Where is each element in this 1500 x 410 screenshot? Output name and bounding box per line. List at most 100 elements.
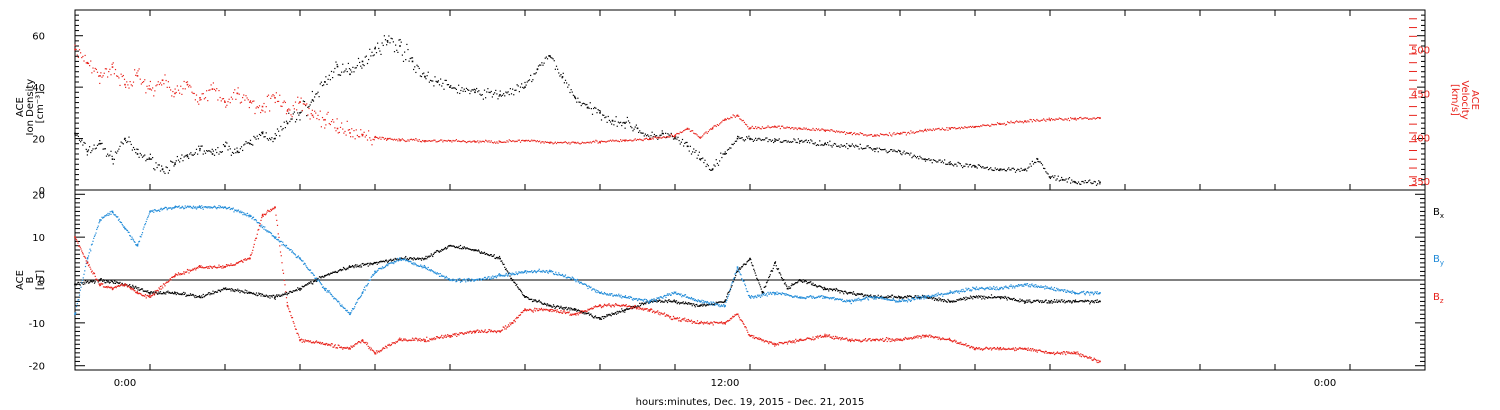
- density-point: [685, 141, 687, 144]
- bx-point: [360, 266, 363, 268]
- density-point: [280, 125, 282, 128]
- velocity-point: [1052, 119, 1054, 121]
- velocity-point: [1022, 122, 1024, 124]
- density-point: [926, 158, 928, 161]
- density-point: [246, 142, 248, 144]
- velocity-point: [783, 127, 785, 129]
- density-point: [1091, 183, 1093, 185]
- velocity-point: [347, 129, 349, 131]
- by-point: [893, 299, 895, 301]
- by-point: [821, 295, 823, 297]
- density-point: [824, 142, 826, 144]
- bx-point: [996, 296, 998, 299]
- by-point: [585, 283, 587, 285]
- by-point: [132, 239, 135, 241]
- bx-point: [718, 301, 720, 303]
- by-point: [493, 275, 495, 278]
- velocity-point: [1059, 117, 1062, 120]
- bx-point: [805, 280, 807, 283]
- by-point: [555, 273, 558, 275]
- by-point: [546, 271, 549, 273]
- velocity-point: [492, 142, 495, 144]
- bx-point: [1002, 296, 1004, 298]
- density-point: [404, 51, 406, 53]
- density-point: [134, 148, 136, 151]
- velocity-point: [784, 127, 786, 129]
- by-point: [815, 297, 817, 299]
- density-point: [427, 71, 429, 73]
- bx-point: [222, 287, 225, 289]
- density-point: [399, 45, 401, 47]
- bx-point: [918, 296, 920, 299]
- velocity-point: [395, 139, 397, 141]
- velocity-point: [410, 138, 412, 140]
- bx-point: [877, 294, 879, 296]
- bx-point: [823, 286, 825, 289]
- by-point: [814, 297, 816, 299]
- by-point: [475, 279, 477, 281]
- density-point: [330, 70, 333, 73]
- by-point: [337, 300, 339, 302]
- bx-point: [303, 285, 306, 287]
- by-point: [531, 270, 533, 272]
- bx-point: [354, 265, 356, 267]
- by-point: [610, 293, 612, 295]
- velocity-point: [801, 128, 803, 130]
- bx-point: [781, 277, 783, 280]
- bx-point: [633, 306, 635, 308]
- velocity-point: [986, 124, 988, 126]
- by-point: [439, 272, 441, 275]
- bx-point: [714, 303, 716, 305]
- bx-point: [846, 292, 848, 294]
- bx-point: [490, 254, 492, 256]
- bx-point: [241, 290, 243, 292]
- by-point: [1010, 284, 1012, 286]
- by-point: [702, 302, 704, 304]
- bx-point: [708, 303, 711, 306]
- velocity-point: [361, 134, 364, 137]
- density-point: [780, 141, 783, 143]
- by-point: [197, 206, 199, 208]
- density-point: [1003, 168, 1005, 170]
- bx-point: [1010, 298, 1012, 300]
- bx-point: [795, 282, 797, 284]
- bx-point: [100, 278, 102, 280]
- bx-point: [761, 292, 764, 294]
- velocity-point: [1014, 121, 1017, 123]
- by-point: [928, 296, 930, 298]
- by-point: [1002, 288, 1005, 290]
- bx-point: [1045, 299, 1047, 301]
- density-point: [732, 143, 734, 146]
- by-point: [606, 294, 608, 296]
- bx-point: [591, 315, 594, 317]
- bx-point: [440, 250, 442, 252]
- velocity-point: [756, 128, 758, 130]
- bx-point: [551, 306, 553, 308]
- by-point: [531, 272, 534, 274]
- bx-point: [1048, 302, 1050, 304]
- density-point: [458, 84, 460, 86]
- by-point: [869, 296, 871, 298]
- by-point: [649, 300, 651, 303]
- by-point: [728, 293, 730, 296]
- velocity-point: [408, 140, 410, 142]
- density-point: [211, 148, 213, 150]
- density-point: [729, 147, 731, 149]
- by-point: [357, 299, 359, 301]
- by-point: [409, 260, 411, 262]
- density-point: [675, 136, 677, 138]
- by-point: [856, 298, 858, 300]
- bx-point: [210, 293, 213, 295]
- density-point: [449, 86, 451, 88]
- by-point: [951, 291, 953, 293]
- by-point: [582, 283, 585, 285]
- bx-point: [602, 315, 604, 318]
- velocity-point: [712, 126, 714, 129]
- by-point: [167, 207, 169, 210]
- by-point: [895, 300, 897, 302]
- by-point: [671, 292, 673, 294]
- bx-point: [456, 246, 459, 249]
- by-point: [315, 277, 317, 280]
- density-point: [559, 75, 561, 77]
- bx-point: [797, 281, 799, 283]
